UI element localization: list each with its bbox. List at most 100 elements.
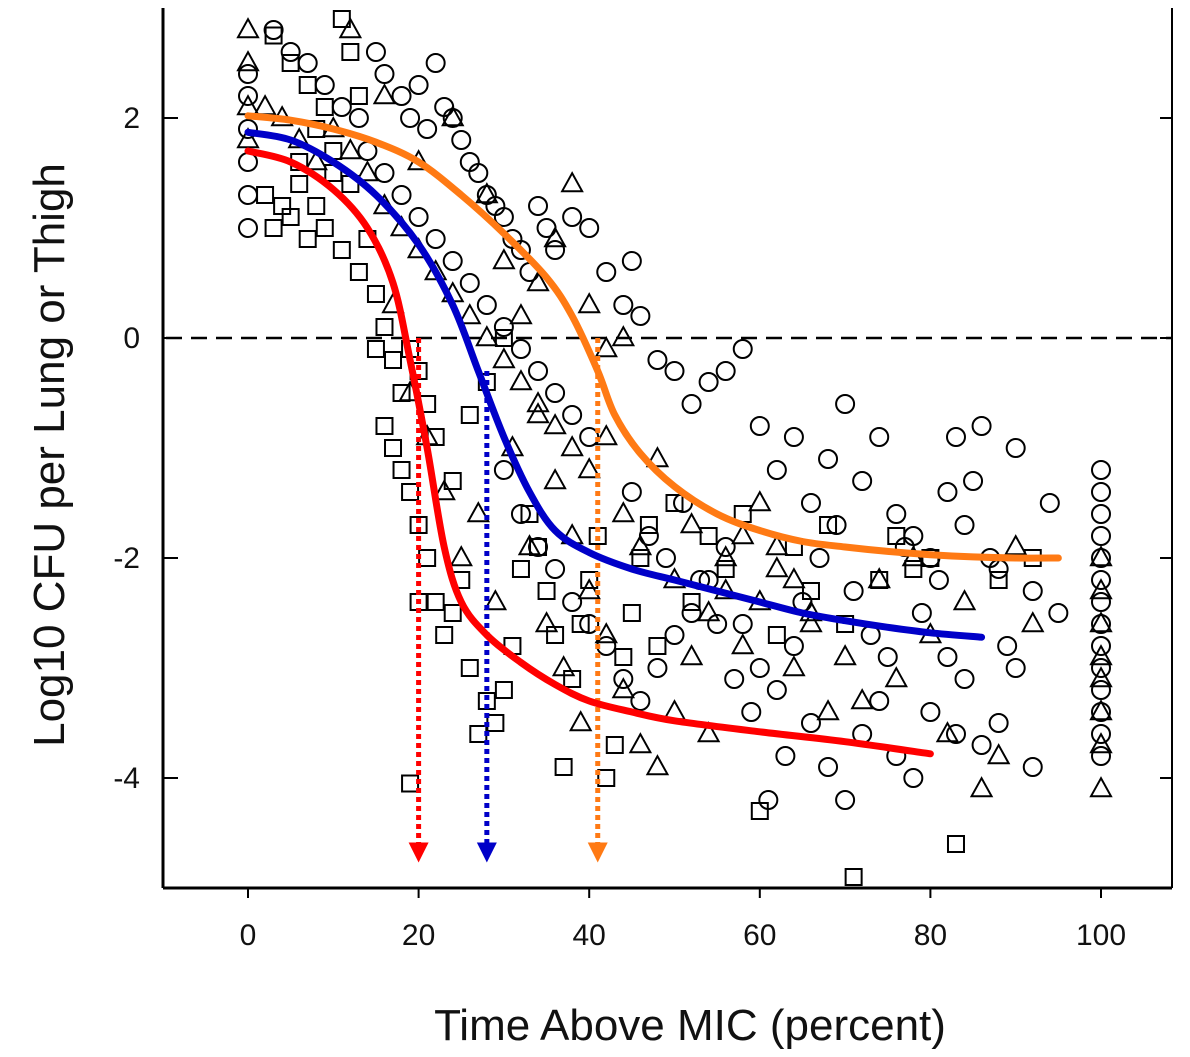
circle-point: [238, 86, 258, 106]
triangle-point: [458, 303, 482, 325]
circle-point: [732, 614, 753, 634]
triangle-point: [731, 633, 755, 655]
square-point: [315, 98, 334, 116]
square-point: [597, 769, 616, 787]
triangle-point: [696, 721, 721, 743]
triangle-point: [1089, 578, 1113, 600]
circle-point: [238, 185, 258, 205]
triangle-point: [466, 501, 491, 523]
circle-point: [562, 405, 583, 425]
triangle-point: [696, 600, 721, 622]
square-point: [298, 230, 317, 248]
square-point: [699, 527, 718, 545]
circle-point: [1091, 658, 1111, 678]
circle-point: [988, 713, 1009, 733]
circle-point: [365, 42, 386, 62]
square-point: [375, 417, 394, 435]
circle-point: [749, 416, 770, 436]
x-tick-label: 60: [743, 919, 776, 952]
circle-point: [408, 207, 429, 227]
triangle-point: [1089, 776, 1113, 798]
circle-point: [630, 691, 651, 711]
circle-point: [596, 262, 617, 282]
square-point: [682, 593, 701, 611]
circle-point: [510, 240, 531, 260]
triangle-point: [1089, 699, 1113, 721]
square-point: [349, 87, 368, 105]
circle-point: [1091, 526, 1111, 546]
triangle-point: [594, 622, 618, 644]
square-point: [443, 472, 462, 490]
circle-point: [724, 669, 745, 689]
triangle-point: [1089, 666, 1113, 688]
circle-point: [1091, 460, 1111, 480]
circle-point: [1091, 746, 1111, 766]
circle-point: [638, 526, 659, 546]
circle-point: [1022, 581, 1043, 601]
circle-point: [1005, 438, 1026, 458]
triangle-point: [594, 336, 618, 358]
circle-point: [528, 196, 549, 216]
triangle-point: [236, 50, 260, 72]
triangle-point: [1004, 534, 1028, 556]
y-tick-label: 2: [123, 102, 140, 135]
circle-point: [1091, 504, 1111, 524]
circle-point: [493, 317, 514, 337]
square-point: [639, 516, 658, 534]
square-point: [801, 582, 820, 600]
square-point: [529, 538, 548, 556]
square-point: [443, 604, 462, 622]
triangle-point: [441, 105, 465, 127]
circle-point: [391, 86, 412, 106]
circle-point: [766, 680, 787, 700]
circle-point: [835, 394, 856, 414]
circle-point: [579, 218, 600, 238]
circle-point: [945, 427, 966, 447]
circle-point: [869, 427, 890, 447]
circle-point: [1091, 482, 1111, 502]
square-point: [332, 241, 351, 259]
circle-point: [510, 339, 531, 359]
triangle-point: [679, 644, 704, 666]
circle-point: [843, 581, 864, 601]
circle-point: [971, 416, 992, 436]
square-point: [307, 197, 326, 215]
square-point: [622, 604, 641, 622]
circle-point: [800, 493, 821, 513]
square-point: [819, 516, 838, 534]
triangle-point: [679, 512, 704, 534]
circle-point: [715, 361, 736, 381]
triangle-point: [568, 710, 593, 732]
circle-point: [954, 515, 975, 535]
circle-point: [741, 702, 762, 722]
y-tick-label: 0: [123, 322, 140, 355]
square-point: [281, 54, 300, 72]
circle-point: [562, 592, 583, 612]
circle-point: [869, 691, 890, 711]
circle-point: [1091, 592, 1111, 612]
y-axis-title: Log10 CFU per Lung or Thigh: [25, 163, 74, 747]
circle-point: [945, 724, 966, 744]
square-point: [341, 43, 360, 61]
circle-point: [664, 625, 685, 645]
circle-point: [493, 207, 514, 227]
triangle-point: [475, 182, 499, 204]
circle-point: [331, 97, 352, 117]
square-point: [401, 774, 420, 793]
square-point: [750, 802, 769, 820]
x-axis-title: Time Above MIC (percent): [434, 1001, 946, 1050]
circle-point: [297, 53, 318, 73]
x-tick-label: 20: [402, 919, 435, 952]
triangle-point: [483, 589, 508, 611]
y-tick-label: -2: [113, 542, 140, 575]
circle-point: [528, 361, 549, 381]
triangle-point: [543, 468, 567, 490]
circle-point: [1091, 570, 1111, 590]
circle-point: [621, 482, 642, 502]
circle-point: [647, 658, 668, 678]
square-point: [392, 461, 411, 479]
circle-point: [562, 207, 583, 227]
square-point: [665, 494, 684, 512]
square-point: [520, 505, 539, 523]
